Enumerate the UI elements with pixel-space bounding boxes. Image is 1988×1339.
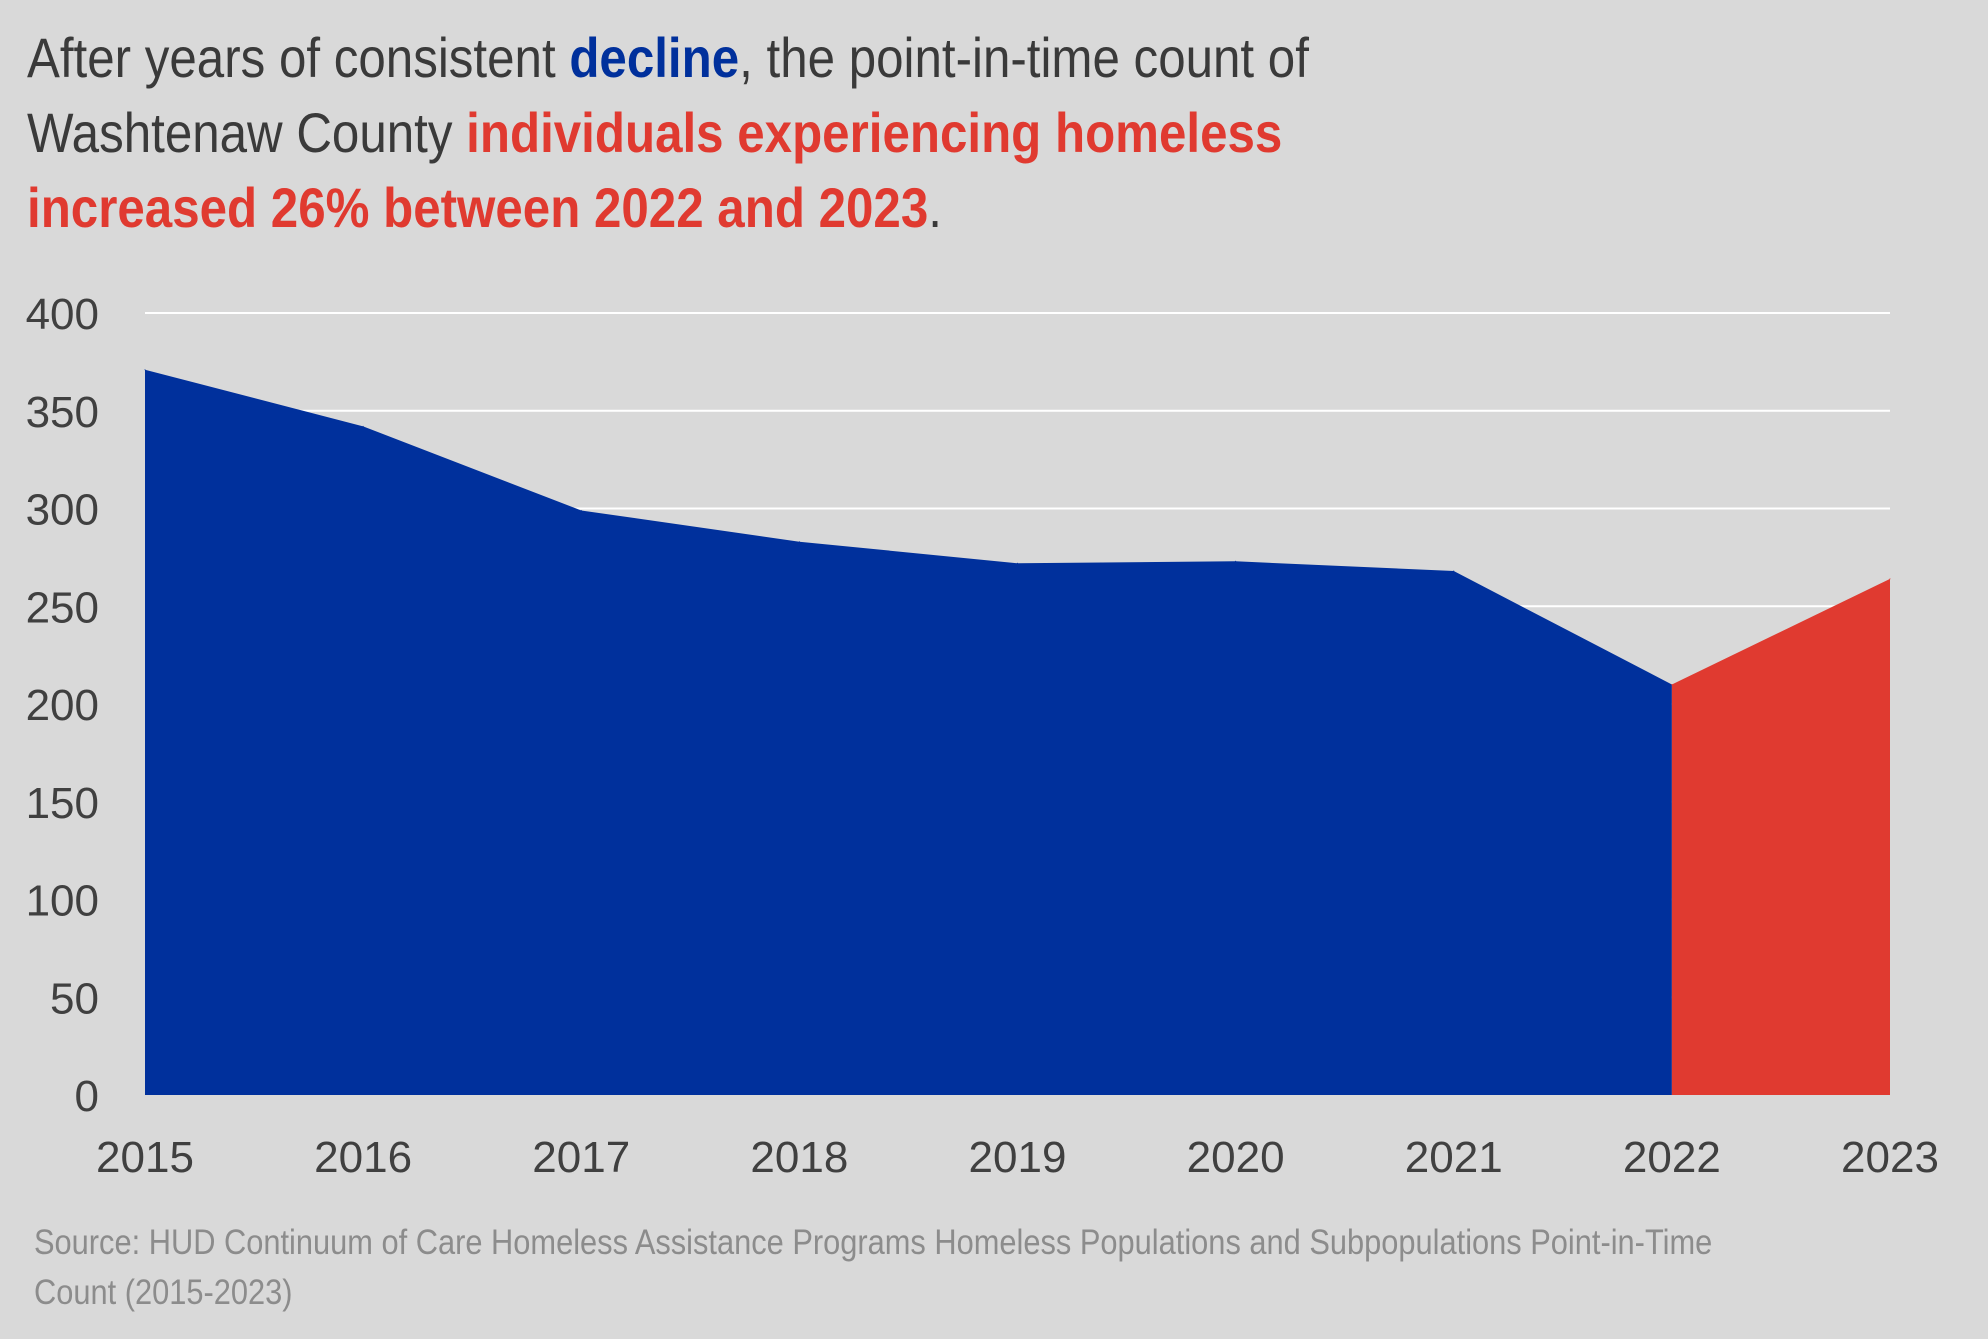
- data-point-2018: [798, 541, 800, 543]
- title-part-1: After years of consistent: [27, 26, 570, 89]
- x-tick-label: 2018: [750, 1133, 848, 1182]
- source-note: Source: HUD Continuum of Care Homeless A…: [34, 1223, 1713, 1312]
- area-decline: [145, 369, 1672, 1095]
- title-part-3: , the point-in-time count of Washtenaw C…: [27, 26, 1309, 164]
- title-highlight-increase: individuals experiencing homeless increa…: [27, 101, 1283, 239]
- y-tick-label: 150: [26, 779, 99, 828]
- chart-title: After years of consistent decline, the p…: [27, 20, 1347, 245]
- x-tick-label: 2023: [1841, 1133, 1939, 1182]
- x-axis: 2015 2016 2017 2018 2019 2020 2021 2022 2023: [96, 1133, 1939, 1182]
- data-point-2021: [1453, 570, 1455, 572]
- data-point-2020: [1235, 560, 1237, 562]
- data-point-2019: [1017, 562, 1018, 564]
- y-tick-label: 100: [26, 877, 99, 926]
- area-series: [144, 369, 1891, 1095]
- y-tick-label: 250: [26, 583, 99, 632]
- y-axis: 0 50 100 150 200 250 300 350 400: [26, 290, 99, 1121]
- x-tick-label: 2020: [1187, 1133, 1285, 1182]
- y-tick-label: 200: [26, 681, 99, 730]
- x-tick-label: 2022: [1623, 1133, 1721, 1182]
- data-point-2015: [144, 369, 146, 371]
- title-highlight-decline: decline: [569, 26, 740, 89]
- data-point-2022: [1671, 683, 1673, 685]
- x-tick-label: 2021: [1405, 1133, 1503, 1182]
- title-part-5: .: [928, 176, 942, 239]
- x-tick-label: 2019: [969, 1133, 1067, 1182]
- data-point-2016: [362, 425, 364, 427]
- x-tick-label: 2015: [96, 1133, 194, 1182]
- y-tick-label: 300: [26, 486, 99, 535]
- y-tick-label: 350: [26, 388, 99, 437]
- data-point-2017: [580, 509, 582, 511]
- x-tick-label: 2017: [532, 1133, 630, 1182]
- y-tick-label: 50: [50, 974, 99, 1023]
- area-increase: [1671, 578, 1890, 1095]
- x-tick-label: 2016: [314, 1133, 412, 1182]
- y-tick-label: 400: [26, 290, 99, 339]
- data-point-2023: [1889, 578, 1891, 580]
- y-tick-label: 0: [75, 1072, 99, 1121]
